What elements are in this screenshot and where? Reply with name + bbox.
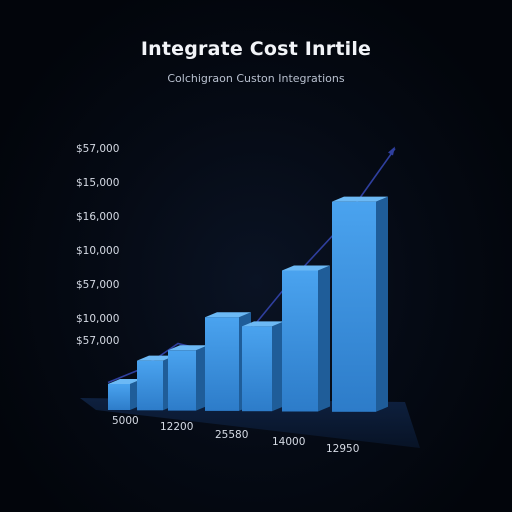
y-tick-label: $10,000 xyxy=(76,313,119,325)
bar xyxy=(332,196,388,412)
bar xyxy=(108,379,142,410)
chart-title: Integrate Cost Inrtile xyxy=(140,38,372,60)
bar xyxy=(282,265,330,412)
x-tick-label: 12950 xyxy=(326,443,359,455)
y-tick-label: $10,000 xyxy=(76,245,119,257)
x-tick-label: 14000 xyxy=(272,436,305,448)
x-tick-label: 12200 xyxy=(160,421,193,433)
y-tick-label: $16,000 xyxy=(76,211,119,223)
x-tick-label: 5000 xyxy=(112,415,139,427)
trend-arrow xyxy=(388,146,395,156)
x-tick-label: 25580 xyxy=(215,429,248,441)
y-tick-label: $15,000 xyxy=(76,177,119,189)
chart-subtitle: Colchigraon Custon Integrations xyxy=(167,72,345,85)
bar xyxy=(242,321,284,412)
y-tick-label: $57,000 xyxy=(76,279,119,291)
bar xyxy=(168,345,208,411)
y-tick-label: $57,000 xyxy=(76,335,119,347)
y-tick-label: $57,000 xyxy=(76,143,119,155)
